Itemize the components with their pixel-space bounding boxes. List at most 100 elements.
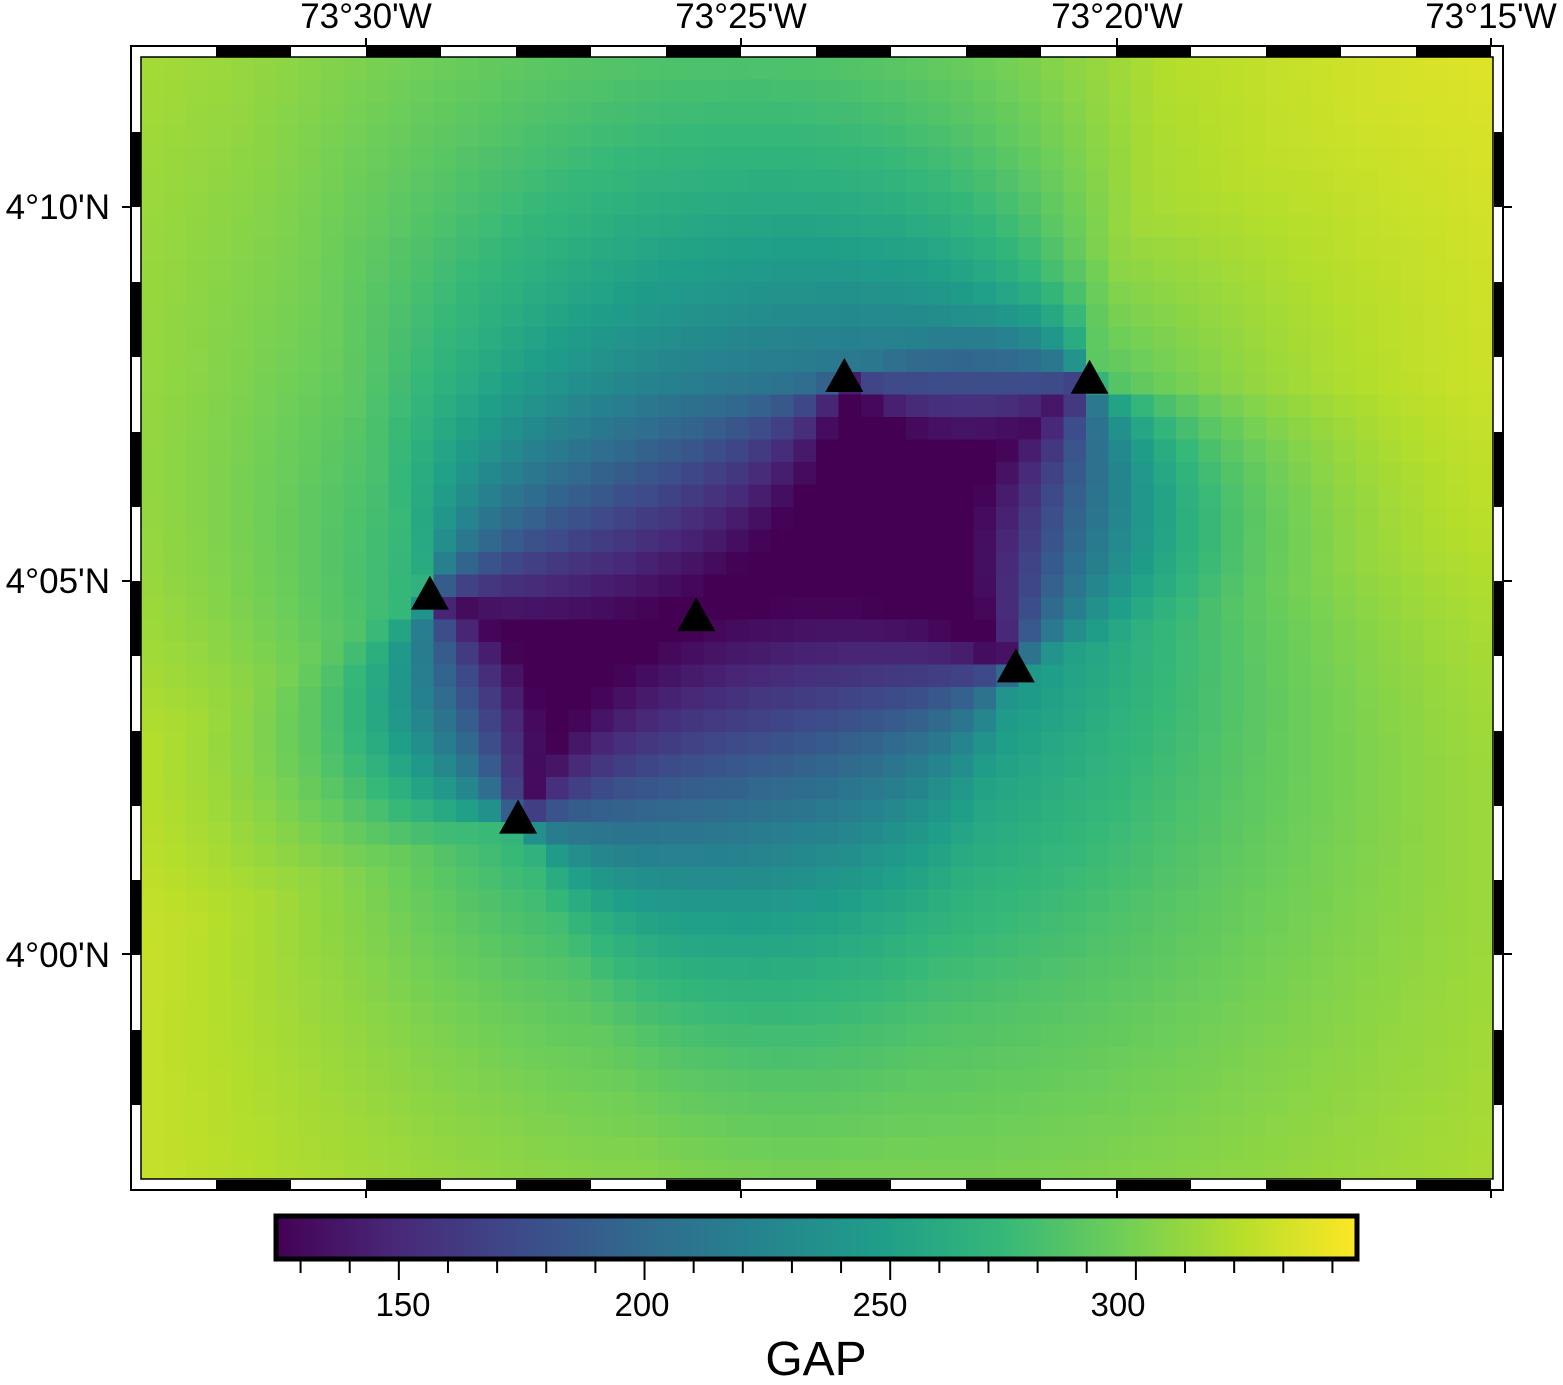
grid-cell	[1018, 1092, 1042, 1116]
grid-cell	[1356, 709, 1380, 733]
grid-cell	[1401, 304, 1425, 328]
grid-cell	[1401, 934, 1425, 958]
grid-cell	[996, 1047, 1020, 1071]
grid-cell	[523, 214, 547, 238]
grid-cell	[861, 574, 885, 598]
grid-cell	[613, 214, 637, 238]
grid-cell	[703, 192, 727, 216]
grid-cell	[838, 889, 862, 913]
grid-cell	[591, 732, 615, 756]
grid-cell	[1176, 79, 1200, 103]
grid-cell	[1198, 349, 1222, 373]
grid-cell	[1243, 912, 1267, 936]
grid-cell	[883, 417, 907, 441]
grid-cell	[906, 822, 930, 846]
grid-cell	[208, 417, 232, 441]
grid-cell	[321, 147, 345, 171]
grid-cell	[478, 259, 502, 283]
grid-cell	[748, 979, 772, 1003]
grid-cell	[816, 282, 840, 306]
grid-cell	[838, 957, 862, 981]
grid-cell	[433, 934, 457, 958]
grid-cell	[523, 1159, 547, 1179]
grid-cell	[1401, 1137, 1425, 1161]
grid-cell	[253, 529, 277, 553]
grid-cell	[388, 912, 412, 936]
grid-cell	[276, 124, 300, 148]
grid-cell	[568, 147, 592, 171]
grid-cell	[501, 169, 525, 193]
grid-cell	[771, 529, 795, 553]
grid-cell	[1378, 462, 1402, 486]
grid-cell	[1221, 192, 1245, 216]
grid-cell	[1131, 462, 1155, 486]
grid-cell	[568, 259, 592, 283]
grid-cell	[276, 1159, 300, 1179]
grid-cell	[928, 799, 952, 823]
grid-cell	[793, 237, 817, 261]
grid-cell	[748, 934, 772, 958]
grid-cell	[816, 889, 840, 913]
grid-cell	[906, 597, 930, 621]
grid-cell	[636, 462, 660, 486]
grid-cell	[253, 619, 277, 643]
grid-cell	[748, 417, 772, 441]
grid-cell	[1266, 79, 1290, 103]
grid-cell	[501, 889, 525, 913]
grid-cell	[928, 1092, 952, 1116]
grid-cell	[366, 597, 390, 621]
grid-cell	[433, 619, 457, 643]
grid-cell	[478, 282, 502, 306]
grid-cell	[568, 282, 592, 306]
grid-cell	[1176, 597, 1200, 621]
grid-cell	[591, 237, 615, 261]
grid-cell	[186, 484, 210, 508]
grid-cell	[1221, 597, 1245, 621]
grid-cell	[1311, 777, 1335, 801]
grid-cell	[703, 934, 727, 958]
grid-cell	[658, 687, 682, 711]
grid-cell	[793, 462, 817, 486]
grid-cell	[1446, 1114, 1470, 1138]
grid-cell	[1221, 124, 1245, 148]
grid-cell	[1288, 124, 1312, 148]
grid-cell	[141, 709, 165, 733]
grid-cell	[973, 709, 997, 733]
grid-cell	[1333, 57, 1357, 81]
grid-cell	[231, 799, 255, 823]
grid-cell	[568, 1159, 592, 1179]
grid-cell	[591, 282, 615, 306]
grid-cell	[1311, 979, 1335, 1003]
grid-cell	[1018, 124, 1042, 148]
grid-cell	[1423, 889, 1447, 913]
grid-cell	[1333, 214, 1357, 238]
grid-cell	[1491, 214, 1493, 238]
grid-cell	[1356, 79, 1380, 103]
grid-cell	[973, 79, 997, 103]
grid-cell	[771, 462, 795, 486]
grid-cell	[636, 754, 660, 778]
grid-cell	[613, 889, 637, 913]
grid-cell	[163, 619, 187, 643]
grid-cell	[253, 124, 277, 148]
grid-cell	[883, 57, 907, 81]
grid-cell	[703, 844, 727, 868]
grid-cell	[658, 147, 682, 171]
grid-cell	[973, 439, 997, 463]
grid-cell	[1446, 417, 1470, 441]
grid-cell	[231, 867, 255, 891]
grid-cell	[613, 754, 637, 778]
grid-cell	[366, 462, 390, 486]
grid-cell	[231, 237, 255, 261]
grid-cell	[298, 394, 322, 418]
grid-cell	[1176, 1069, 1200, 1093]
grid-cell	[321, 754, 345, 778]
grid-cell	[501, 462, 525, 486]
grid-cell	[343, 777, 367, 801]
grid-cell	[433, 822, 457, 846]
grid-cell	[343, 1159, 367, 1179]
grid-cell	[793, 1114, 817, 1138]
grid-cell	[613, 1024, 637, 1048]
grid-cell	[703, 1024, 727, 1048]
grid-cell	[703, 349, 727, 373]
